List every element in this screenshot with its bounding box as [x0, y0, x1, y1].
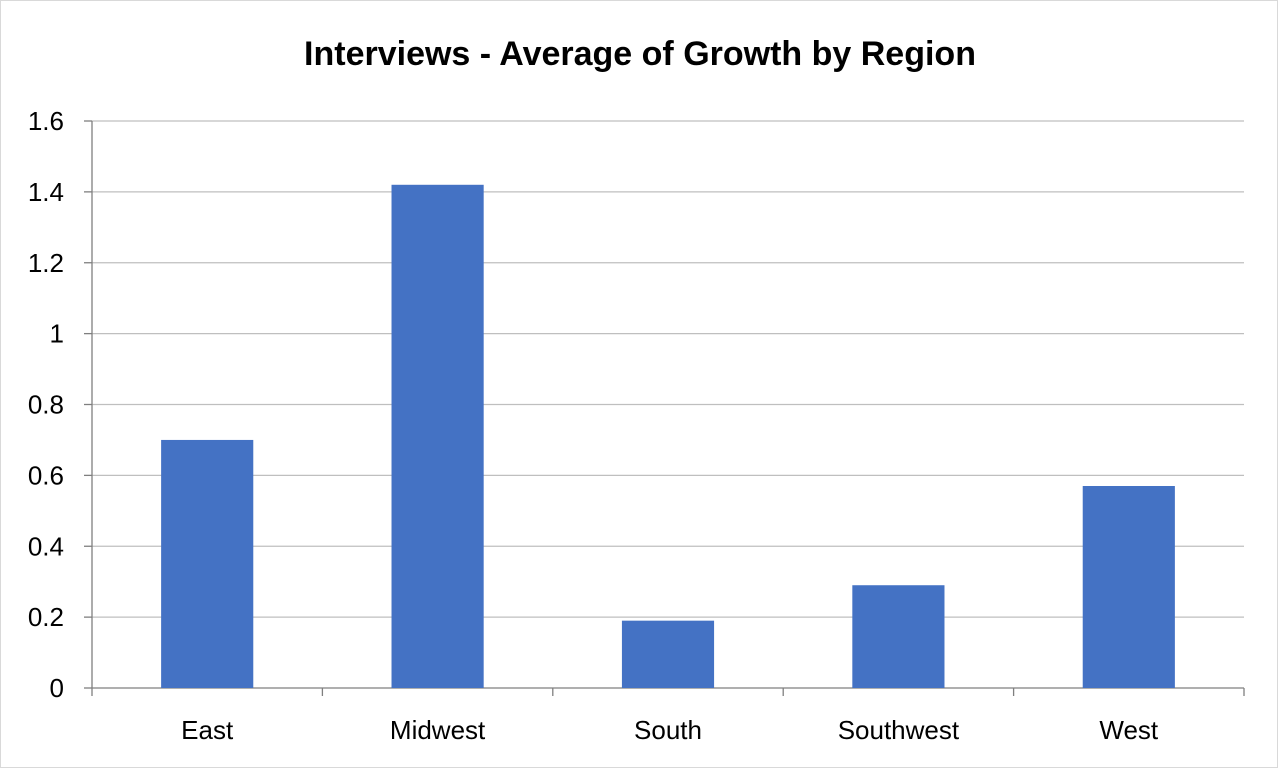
bar-east	[161, 439, 254, 688]
x-category-label: East	[181, 715, 234, 745]
y-tick-label: 1.6	[28, 106, 64, 136]
x-category-label: West	[1099, 715, 1159, 745]
x-category-labels: East Midwest South Southwest West	[181, 715, 1159, 745]
bar-midwest	[391, 184, 484, 688]
x-category-label: South	[634, 715, 702, 745]
axes	[84, 120, 1245, 696]
y-tick-labels: 0 0.2 0.4 0.6 0.8 1 1.2 1.4 1.6	[28, 106, 64, 703]
gridlines	[92, 120, 1244, 618]
x-category-label: Southwest	[838, 715, 960, 745]
y-tick-label: 0.8	[28, 390, 64, 420]
y-tick-label: 0.2	[28, 602, 64, 632]
bar-southwest	[852, 585, 945, 688]
x-category-label: Midwest	[390, 715, 486, 745]
y-tick-label: 0.4	[28, 531, 64, 561]
bars	[161, 184, 1175, 688]
y-tick-label: 1	[50, 319, 64, 349]
bar-west	[1082, 486, 1175, 688]
y-tick-label: 0	[50, 673, 64, 703]
chart-title: Interviews - Average of Growth by Region	[304, 35, 976, 73]
bar-south	[621, 620, 715, 688]
y-tick-label: 1.4	[28, 177, 64, 207]
y-tick-label: 0.6	[28, 460, 64, 490]
y-tick-label: 1.2	[28, 248, 64, 278]
